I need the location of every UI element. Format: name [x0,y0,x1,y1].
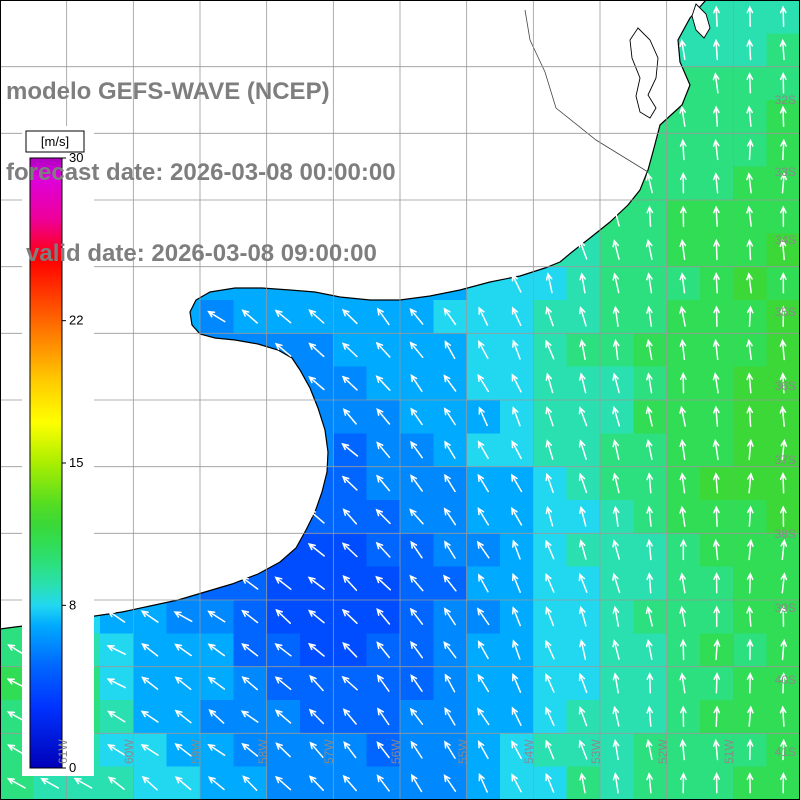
lagoon-outline [691,3,711,39]
latitude-label: 37S [775,453,796,467]
latitude-label: 36S [775,379,796,393]
valid-date: valid date: 2026-03-08 09:00:00 [6,240,377,267]
model-title: modelo GEFS-WAVE (NCEP) [6,78,330,105]
colorbar-unit-box [25,130,85,153]
colorbar-tick-label: 30 [69,150,83,165]
longitude-label: 60W [122,739,136,764]
title-block: modelo GEFS-WAVE (NCEP) forecast date: 2… [6,24,396,321]
longitude-label: 59W [189,739,203,764]
colorbar: 30 22 15 8 0 [m/s] [22,126,94,776]
colorbar-tick-label: 22 [69,313,83,328]
longitude-label: 51W [722,739,736,764]
longitude-label: 58W [256,739,270,764]
forecast-date: forecast date: 2026-03-08 00:00:00 [6,159,396,186]
latitude-label: 32S [775,93,796,107]
latitude-label: 39S [775,601,796,615]
latitude-label: 41S [775,745,796,759]
colorbar-unit-label: [m/s] [41,134,69,149]
lagoon-outline [629,27,659,119]
longitude-label: 54W [522,739,536,764]
longitude-label: 55W [456,739,470,764]
colorbar-tick-label: 0 [69,760,76,775]
longitude-label: 61W [56,739,70,764]
longitude-label: 56W [389,739,403,764]
latitude-label: 38S [775,527,796,541]
latitude-label: 35S [775,305,796,319]
country-border-line [524,9,649,173]
land-layer [0,0,711,630]
colorbar-tick-label: 8 [69,597,76,612]
colorbar-tick-label: 15 [69,455,83,470]
latitude-label: 33S [775,165,796,179]
longitude-label: 53W [589,739,603,764]
longitude-label: 57W [322,739,336,764]
latitude-label: 40S [775,673,796,687]
colorbar-gradient [29,157,63,769]
longitude-label: 52W [656,739,670,764]
axis-labels: 32S 33S 34S 35S 36S 37S 38S 39S 40S 41S 61W 60W 59W 5… [56,93,796,764]
direction-arrows [6,5,788,794]
latitude-label: 34S [775,233,796,247]
